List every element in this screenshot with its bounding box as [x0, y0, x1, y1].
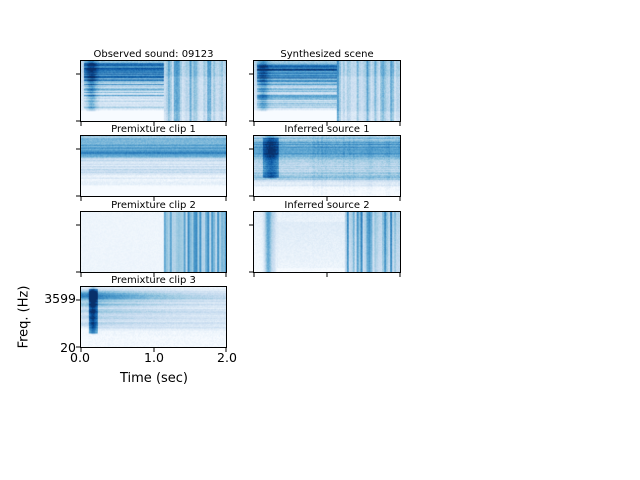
y-tick-mark: [76, 224, 80, 226]
panel-premixture-clip-3: Premixture clip 3: [76, 275, 227, 352]
x-tick-mark: [225, 197, 227, 201]
spectrogram-premixture-clip-3: [81, 287, 226, 347]
spectrogram-premixture-clip-2: [81, 212, 226, 272]
x-tick-mark: [225, 348, 227, 352]
y-tick-mark: [249, 148, 253, 150]
y-tick-mark: [249, 120, 253, 122]
x-tick-mark: [153, 122, 154, 126]
spectrogram-inferred-source-1: [254, 136, 400, 196]
panel-premixture-clip-1: Premixture clip 1: [76, 124, 227, 201]
spectrogram-inferred-source-2: [254, 212, 400, 272]
xtick-label-2: 2.0: [217, 350, 237, 365]
panel-observed-sound: Observed sound: 09123: [76, 49, 227, 126]
panel-title-inferred-2: Inferred source 2: [284, 200, 370, 211]
panel-premixture-clip-2: Premixture clip 2: [76, 200, 227, 277]
x-tick-mark: [399, 197, 401, 201]
x-tick-mark: [253, 273, 255, 277]
panel-title-premixture-2: Premixture clip 2: [111, 200, 196, 211]
y-tick-mark: [76, 148, 80, 150]
y-tick-mark: [76, 346, 80, 348]
panel-synthesized-scene: Synthesized scene: [249, 49, 401, 126]
panel-title-synthesized: Synthesized scene: [280, 49, 374, 60]
x-tick-mark: [253, 122, 255, 126]
x-tick-mark: [326, 273, 328, 277]
x-tick-mark: [326, 122, 328, 126]
y-tick-mark: [249, 73, 253, 75]
y-tick-mark: [249, 224, 253, 226]
panel-inferred-source-1: Inferred source 1: [249, 124, 401, 201]
y-tick-mark: [76, 73, 80, 75]
y-tick-mark: [76, 120, 80, 122]
x-tick-mark: [80, 273, 82, 277]
y-axis-label: Freq. (Hz): [16, 285, 32, 349]
x-tick-mark: [326, 197, 328, 201]
x-tick-mark: [225, 273, 227, 277]
x-tick-mark: [225, 122, 227, 126]
x-tick-mark: [253, 197, 255, 201]
y-tick-mark: [249, 195, 253, 197]
x-tick-mark: [80, 197, 82, 201]
spectrogram-observed-sound: [81, 61, 226, 121]
spectrogram-synthesized-scene: [254, 61, 400, 121]
panel-title-observed: Observed sound: 09123: [93, 49, 214, 60]
ytick-label-20: 20: [60, 340, 76, 355]
y-tick-mark: [76, 271, 80, 273]
x-axis-label: Time (sec): [119, 371, 189, 386]
y-tick-mark: [249, 271, 253, 273]
x-tick-mark: [80, 348, 82, 352]
x-tick-mark: [153, 348, 154, 352]
y-tick-mark: [76, 299, 80, 301]
x-tick-mark: [153, 197, 154, 201]
panel-title-premixture-1: Premixture clip 1: [111, 124, 196, 135]
xtick-label-1: 1.0: [144, 350, 164, 365]
x-tick-mark: [153, 273, 154, 277]
x-tick-mark: [80, 122, 82, 126]
x-tick-mark: [399, 273, 401, 277]
xtick-label-0: 0.0: [70, 350, 90, 365]
ytick-label-3599: 3599: [44, 291, 76, 306]
panel-title-inferred-1: Inferred source 1: [284, 124, 370, 135]
panel-inferred-source-2: Inferred source 2: [249, 200, 401, 277]
x-tick-mark: [399, 122, 401, 126]
panel-title-premixture-3: Premixture clip 3: [111, 275, 196, 286]
spectrogram-premixture-clip-1: [81, 136, 226, 196]
y-tick-mark: [76, 195, 80, 197]
